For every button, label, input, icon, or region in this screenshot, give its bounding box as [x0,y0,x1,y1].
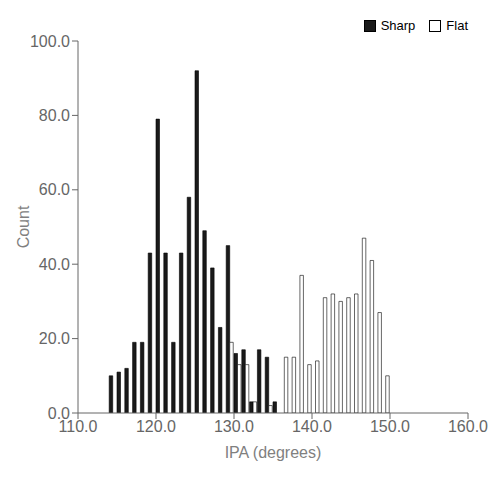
svg-text:100.0: 100.0 [30,33,70,50]
svg-text:60.0: 60.0 [39,181,70,198]
svg-text:150.0: 150.0 [370,418,410,435]
html-text:Flat: Flat [446,18,468,33]
svg-text:80.0: 80.0 [39,107,70,124]
svg-text:110.0: 110.0 [58,418,98,436]
svg-text:120.0: 120.0 [136,418,176,435]
svg-text:140.0: 140.0 [292,418,332,435]
svg-text:20.0: 20.0 [39,330,70,347]
svg-text:IPA (degrees): IPA (degrees) [225,444,322,461]
svg-text:0.0: 0.0 [48,405,70,422]
svg-text:160.0: 160.0 [448,418,488,435]
svg-text:40.0: 40.0 [39,256,70,273]
html-text:Sharp: Sharp [380,18,416,33]
svg-text:Count: Count [15,205,32,248]
svg-text:130.0: 130.0 [214,418,254,435]
